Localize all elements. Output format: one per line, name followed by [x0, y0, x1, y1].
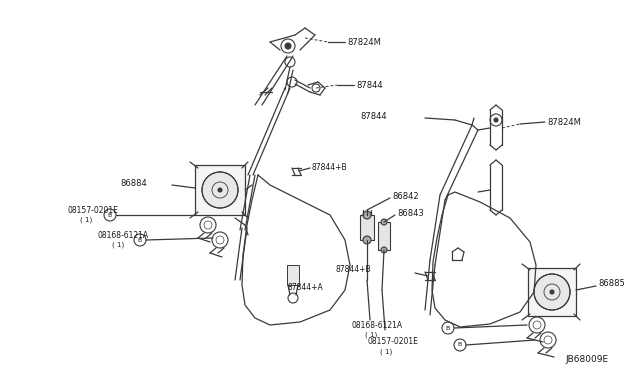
- Text: 08168-6121A: 08168-6121A: [98, 231, 149, 240]
- Circle shape: [288, 293, 298, 303]
- Circle shape: [212, 232, 228, 248]
- Text: B: B: [108, 212, 112, 218]
- Text: 08168-6121A: 08168-6121A: [352, 321, 403, 330]
- Bar: [287, 265, 299, 285]
- Circle shape: [104, 209, 116, 221]
- Text: 87844+A: 87844+A: [288, 283, 324, 292]
- Circle shape: [202, 172, 238, 208]
- Text: 87844+B: 87844+B: [336, 266, 372, 275]
- Circle shape: [550, 290, 554, 294]
- Text: 08157-0201E: 08157-0201E: [368, 337, 419, 346]
- Text: ( 1): ( 1): [365, 332, 377, 338]
- Text: 86843: 86843: [397, 208, 424, 218]
- Circle shape: [529, 317, 545, 333]
- Text: JB68009E: JB68009E: [565, 356, 608, 365]
- Text: B: B: [458, 343, 462, 347]
- Text: 08157-0201E: 08157-0201E: [68, 205, 119, 215]
- Circle shape: [442, 322, 454, 334]
- Circle shape: [285, 43, 291, 49]
- Text: 86884: 86884: [120, 179, 147, 187]
- Bar: [528, 268, 576, 316]
- Circle shape: [200, 217, 216, 233]
- Text: 87844+B: 87844+B: [312, 163, 348, 171]
- Circle shape: [381, 219, 387, 225]
- Circle shape: [363, 211, 371, 219]
- Text: ( 1): ( 1): [380, 349, 392, 355]
- Text: 86842: 86842: [392, 192, 419, 201]
- Text: 87824M: 87824M: [347, 38, 381, 46]
- Bar: [195, 165, 245, 215]
- Text: 87844: 87844: [356, 80, 383, 90]
- Circle shape: [494, 118, 498, 122]
- Text: B: B: [446, 326, 450, 330]
- Circle shape: [134, 234, 146, 246]
- Bar: [360, 215, 374, 240]
- Bar: [378, 222, 390, 250]
- Text: 87844: 87844: [360, 112, 387, 121]
- Text: ( 1): ( 1): [112, 242, 124, 248]
- Text: B: B: [138, 237, 142, 243]
- Circle shape: [363, 236, 371, 244]
- Circle shape: [381, 247, 387, 253]
- Text: 86885: 86885: [598, 279, 625, 289]
- Circle shape: [540, 332, 556, 348]
- Text: ( 1): ( 1): [80, 217, 92, 223]
- Circle shape: [218, 188, 222, 192]
- Circle shape: [454, 339, 466, 351]
- Circle shape: [534, 274, 570, 310]
- Text: 87824M: 87824M: [547, 118, 581, 126]
